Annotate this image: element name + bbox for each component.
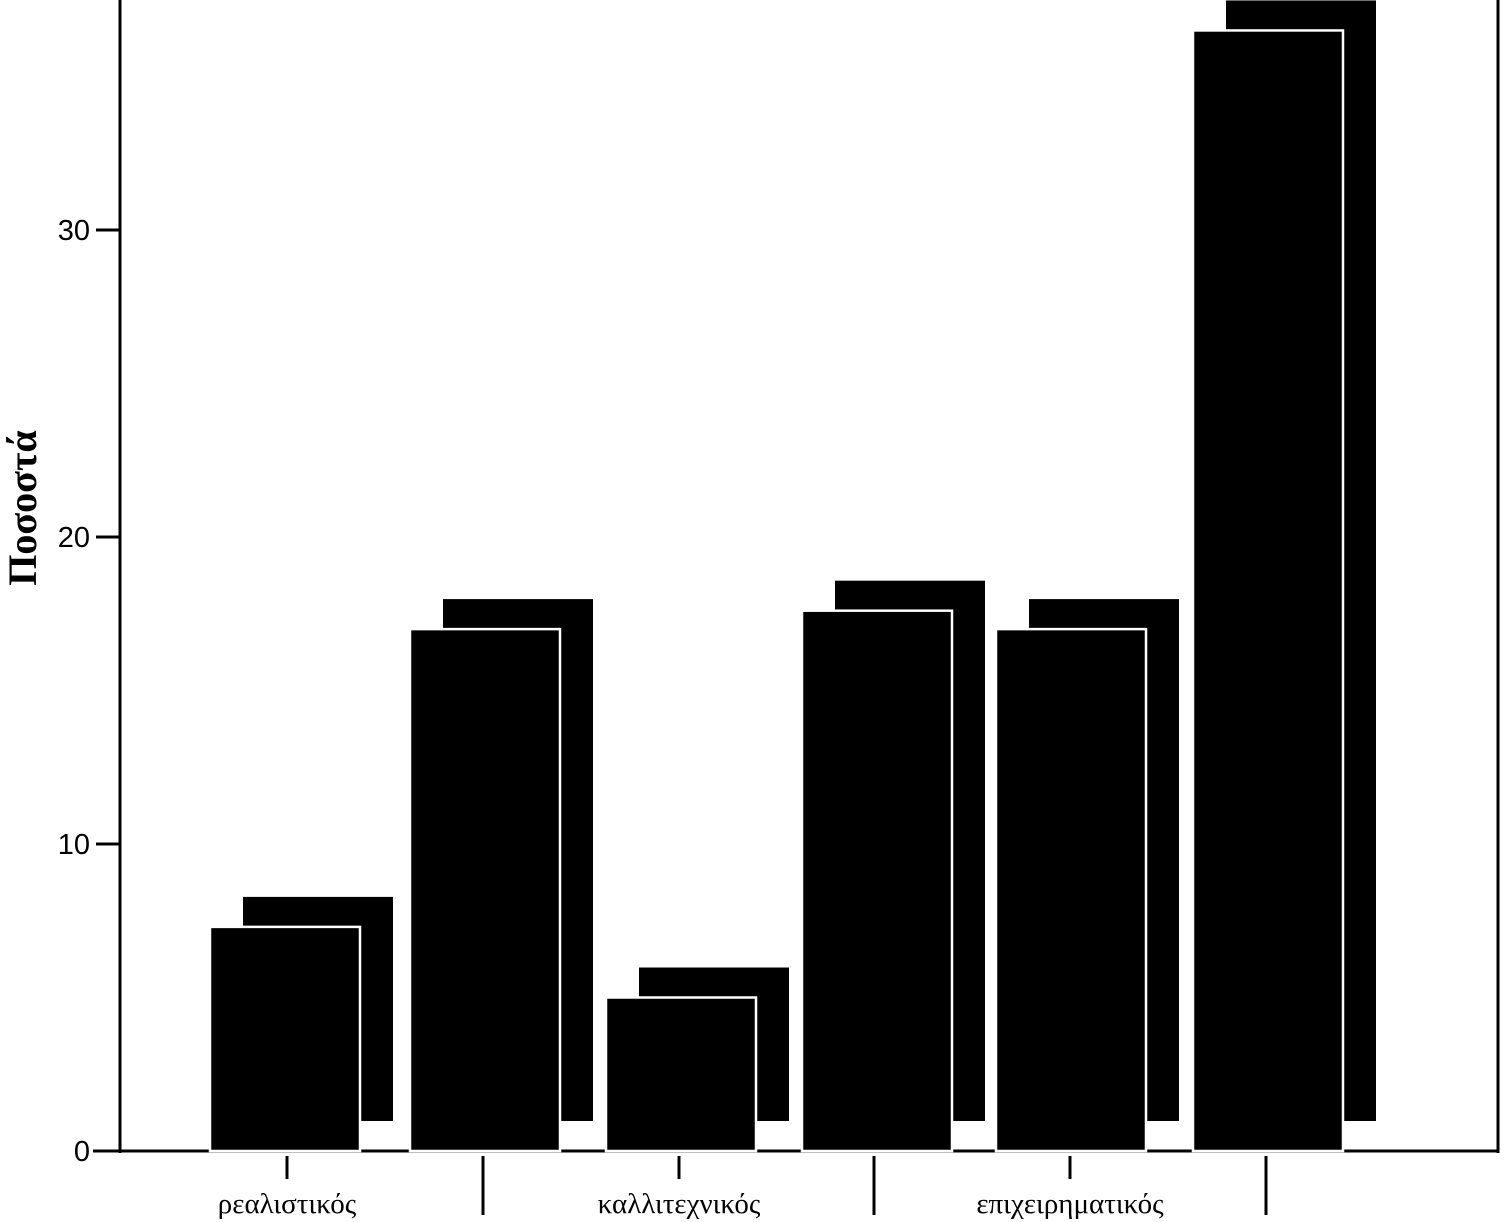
y-tick-label: 10 — [58, 829, 90, 861]
x-category-label: ρεαλιστικός — [218, 1188, 357, 1220]
bars — [208, 29, 1345, 1153]
bar — [800, 609, 954, 1153]
bar — [994, 627, 1148, 1153]
bar — [604, 996, 758, 1153]
bar — [208, 925, 362, 1153]
y-axis-title: Ποσοστά — [0, 430, 45, 585]
bar — [1191, 29, 1345, 1153]
x-category-label: επιχειρηματικός — [976, 1188, 1164, 1220]
y-axis: 0 10 20 30 — [58, 215, 120, 1168]
y-tick-label: 0 — [74, 1136, 90, 1168]
y-tick-label: 30 — [58, 215, 90, 247]
bar — [408, 627, 562, 1153]
y-tick-label: 20 — [58, 522, 90, 554]
x-category-label: καλλιτεχνικός — [598, 1188, 761, 1220]
x-axis: ρεαλιστικός καλλιτεχνικός επιχειρηματικός — [218, 1156, 1268, 1220]
